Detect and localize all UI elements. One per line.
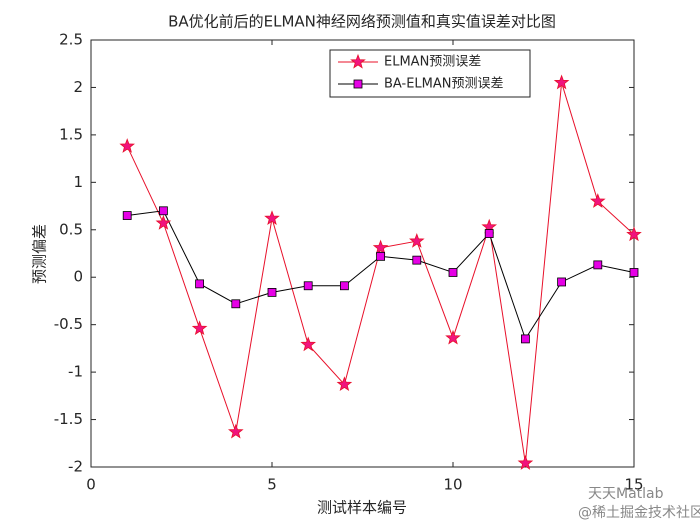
- marker: [155, 214, 172, 230]
- marker: [484, 229, 494, 238]
- marker: [122, 211, 132, 220]
- marker: [303, 281, 313, 291]
- marker: [593, 260, 603, 270]
- x-tick-label: 10: [443, 476, 462, 494]
- watermark: 天天Matlab: [588, 486, 664, 502]
- marker: [557, 277, 566, 287]
- legend-marker: [353, 79, 363, 89]
- marker: [517, 455, 534, 470]
- y-tick-label: 0.5: [59, 220, 83, 238]
- marker: [376, 251, 386, 261]
- y-axis-label: 预测偏差: [31, 224, 49, 284]
- marker: [590, 193, 606, 208]
- marker: [339, 281, 349, 291]
- marker: [372, 239, 389, 255]
- x-tick-label: 0: [86, 476, 96, 494]
- y-tick-label: -0.5: [54, 315, 83, 333]
- y-tick-label: 1: [73, 173, 83, 191]
- marker: [629, 268, 639, 277]
- marker: [300, 336, 316, 352]
- x-tick-label: 15: [624, 476, 643, 494]
- y-tick-label: -1.5: [54, 410, 83, 428]
- marker: [521, 334, 530, 344]
- y-tick-label: -2: [68, 458, 83, 476]
- chart-title: BA优化前后的ELMAN神经网络预测值和真实值误差对比图: [168, 13, 556, 31]
- marker: [119, 138, 135, 153]
- marker: [158, 206, 168, 216]
- marker: [412, 255, 422, 265]
- marker: [553, 74, 570, 90]
- plot-area: [90, 39, 635, 468]
- y-tick-label: 0: [73, 268, 83, 286]
- watermark: @稀土掘金技术社区: [578, 505, 700, 521]
- marker: [267, 288, 277, 297]
- y-tick-label: 1.5: [59, 125, 83, 143]
- marker: [195, 279, 205, 289]
- marker: [336, 376, 353, 392]
- x-tick-label: 5: [267, 476, 277, 494]
- y-tick-label: 2: [73, 78, 83, 96]
- marker: [409, 233, 425, 248]
- marker: [191, 320, 208, 336]
- marker: [231, 299, 241, 309]
- marker: [448, 268, 458, 277]
- y-tick-label: -1: [68, 363, 83, 381]
- marker: [626, 226, 642, 242]
- x-axis-label: 测试样本编号: [317, 499, 407, 517]
- marker: [445, 329, 461, 345]
- legend-marker: [350, 53, 366, 69]
- legend-label: BA-ELMAN预测误差: [384, 77, 504, 92]
- y-tick-label: 2.5: [59, 31, 83, 49]
- marker: [228, 423, 244, 439]
- marker: [264, 210, 280, 226]
- legend-label: ELMAN预测误差: [384, 55, 481, 70]
- legend: [329, 49, 531, 98]
